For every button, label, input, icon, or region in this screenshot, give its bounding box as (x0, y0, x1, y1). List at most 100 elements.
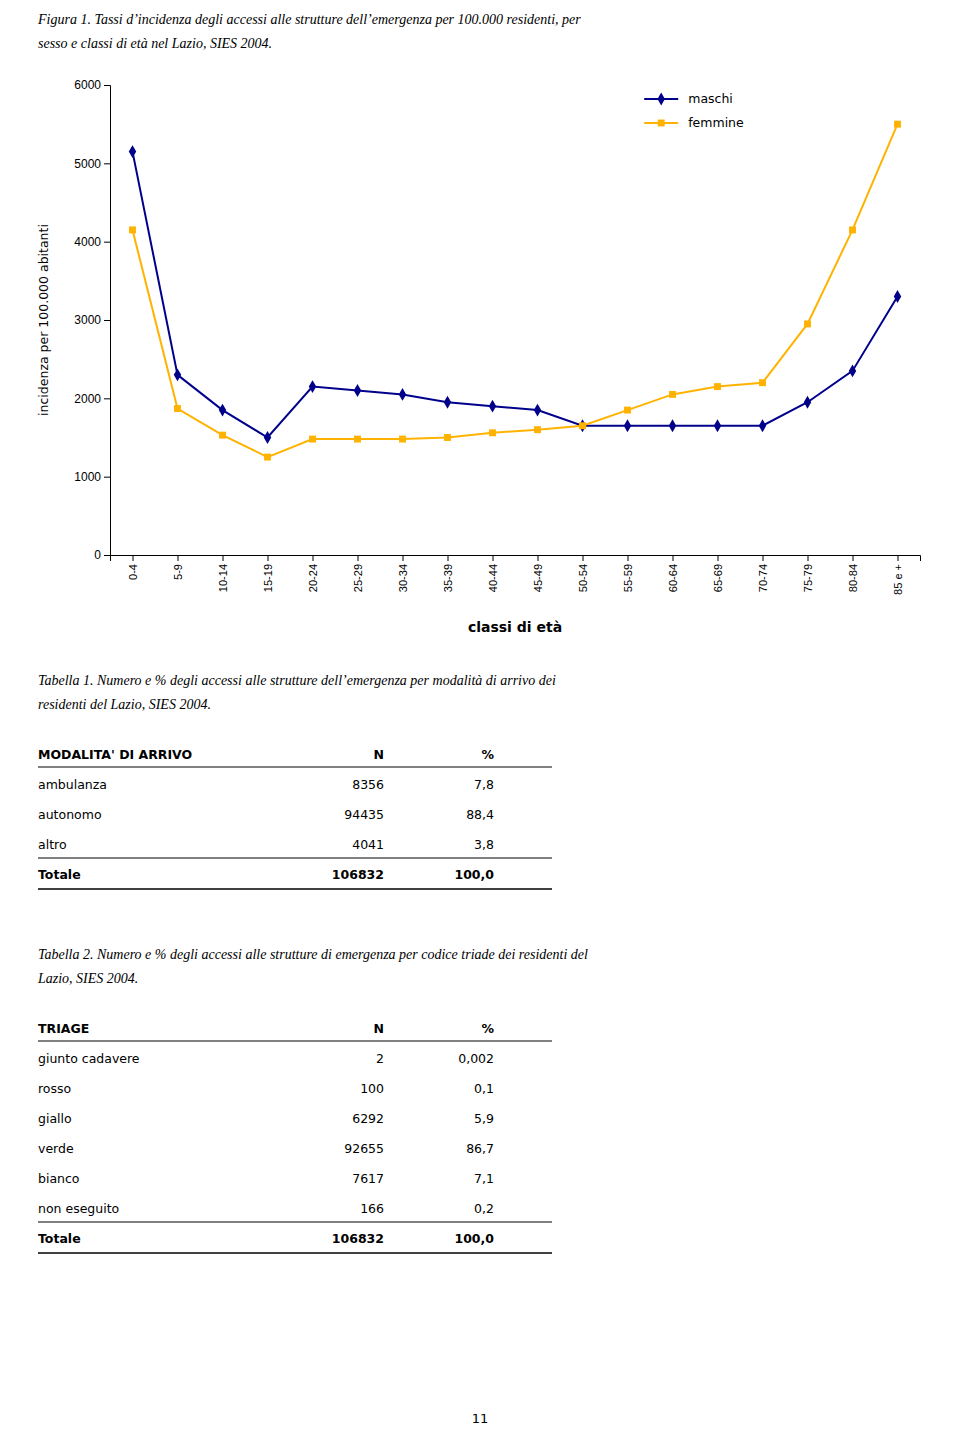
table-cell: 92655 (344, 1141, 384, 1156)
tick: 20-24 (307, 555, 319, 592)
x-axis-title: classi di età (468, 619, 562, 635)
table-caption: Lazio, SIES 2004. (37, 971, 138, 986)
figure-caption: sesso e classi di età nel Lazio, SIES 20… (38, 36, 272, 51)
table-cell: giallo (38, 1111, 72, 1126)
tick-label: 10-14 (217, 564, 229, 592)
table-cell: 7,8 (474, 777, 494, 792)
tick-mark (763, 555, 764, 561)
tick: 85 e + (892, 555, 904, 595)
tick-mark (538, 555, 539, 561)
point (579, 422, 586, 429)
table-rule (38, 767, 552, 768)
point (714, 419, 721, 432)
tick-mark (673, 555, 674, 561)
table-cell: 0,2 (474, 1201, 494, 1216)
tick-label: 20-24 (307, 564, 319, 592)
tick: 70-74 (757, 555, 769, 592)
point (129, 226, 136, 233)
table-rule (38, 1252, 552, 1254)
tick-mark (104, 163, 110, 164)
x-axis: 0-45-910-1415-1920-2425-2930-3435-3940-4… (111, 555, 921, 595)
tick: 5000 (74, 157, 110, 171)
marks (129, 121, 901, 461)
tick-label: 45-49 (532, 564, 544, 592)
table-cell: 0,002 (458, 1051, 494, 1066)
table-cell: 106832 (332, 867, 384, 882)
tick: 15-19 (262, 555, 274, 592)
tick-label: 1000 (74, 470, 101, 484)
tick-label: 75-79 (802, 564, 814, 592)
point (624, 407, 631, 414)
table-cell: 86,7 (466, 1141, 494, 1156)
legend-entry: maschi (644, 91, 733, 106)
tick: 60-64 (667, 555, 679, 592)
tick: 1000 (74, 470, 110, 484)
table-cell: 7,1 (474, 1171, 494, 1186)
point (669, 391, 676, 398)
tick-mark (448, 555, 449, 561)
tick-mark (104, 555, 110, 556)
point (534, 404, 541, 417)
tick-label: 0 (94, 548, 101, 562)
point (264, 431, 271, 444)
point (219, 404, 226, 417)
point (489, 400, 496, 413)
table-cell: ambulanza (38, 777, 107, 792)
legend-label: femmine (688, 115, 744, 130)
table: Tabella 2. Numero e % degli accessi alle… (37, 947, 588, 1253)
table-cell: 100,0 (454, 1231, 494, 1246)
table-cell: rosso (38, 1081, 71, 1096)
figure-caption: Figura 1. Tassi d’incidenza degli access… (37, 12, 581, 27)
table-cell: altro (38, 837, 67, 852)
tick-label: 40-44 (487, 564, 499, 592)
tick-label: 35-39 (442, 564, 454, 592)
point (264, 454, 271, 461)
tick-label: 2000 (74, 392, 101, 406)
table-caption: Tabella 1. Numero e % degli accessi alle… (38, 673, 556, 688)
axis-domain (104, 86, 111, 556)
tick: 30-34 (397, 555, 409, 592)
table-cell: 8356 (352, 777, 384, 792)
tick-mark (358, 555, 359, 561)
tick-mark (583, 555, 584, 561)
tick-mark (104, 242, 110, 243)
chart: 01000200030004000500060000-45-910-1415-1… (74, 78, 920, 595)
table-cell: 2 (376, 1051, 384, 1066)
y-axis-title: incidenza per 100.000 abitanti (36, 224, 51, 416)
table-rule (38, 857, 552, 858)
tick: 0 (94, 548, 110, 562)
legend-swatch (658, 120, 665, 127)
series-line (133, 124, 898, 457)
table-caption: residenti del Lazio, SIES 2004. (38, 697, 211, 712)
table-cell: 106832 (332, 1231, 384, 1246)
tick-mark (853, 555, 854, 561)
tick-mark (403, 555, 404, 561)
table-cell: 5,9 (474, 1111, 494, 1126)
table-cell: bianco (38, 1171, 80, 1186)
tick-mark (268, 555, 269, 561)
table-cell: Totale (38, 867, 81, 882)
table-rule (38, 1041, 552, 1042)
tick-mark (898, 555, 899, 561)
point (309, 436, 316, 443)
tick-label: 4000 (74, 235, 101, 249)
point (489, 429, 496, 436)
table-cell: % (481, 1021, 494, 1036)
tick: 45-49 (532, 555, 544, 592)
tick: 5-9 (172, 555, 184, 580)
tick-mark (313, 555, 314, 561)
tick: 10-14 (217, 555, 229, 592)
table-cell: % (481, 747, 494, 762)
tick-label: 70-74 (757, 564, 769, 592)
table-cell: 100 (360, 1081, 384, 1096)
page: Figura 1. Tassi d’incidenza degli access… (0, 0, 960, 1451)
point (444, 434, 451, 441)
point (849, 364, 856, 377)
tick-label: 65-69 (712, 564, 724, 592)
table-rule (38, 888, 552, 890)
tick-label: 5-9 (172, 564, 184, 580)
point (804, 320, 811, 327)
y-axis: 0100020003000400050006000 (74, 78, 110, 562)
table-cell: 88,4 (466, 807, 494, 822)
legend: maschi femmine (644, 91, 744, 130)
